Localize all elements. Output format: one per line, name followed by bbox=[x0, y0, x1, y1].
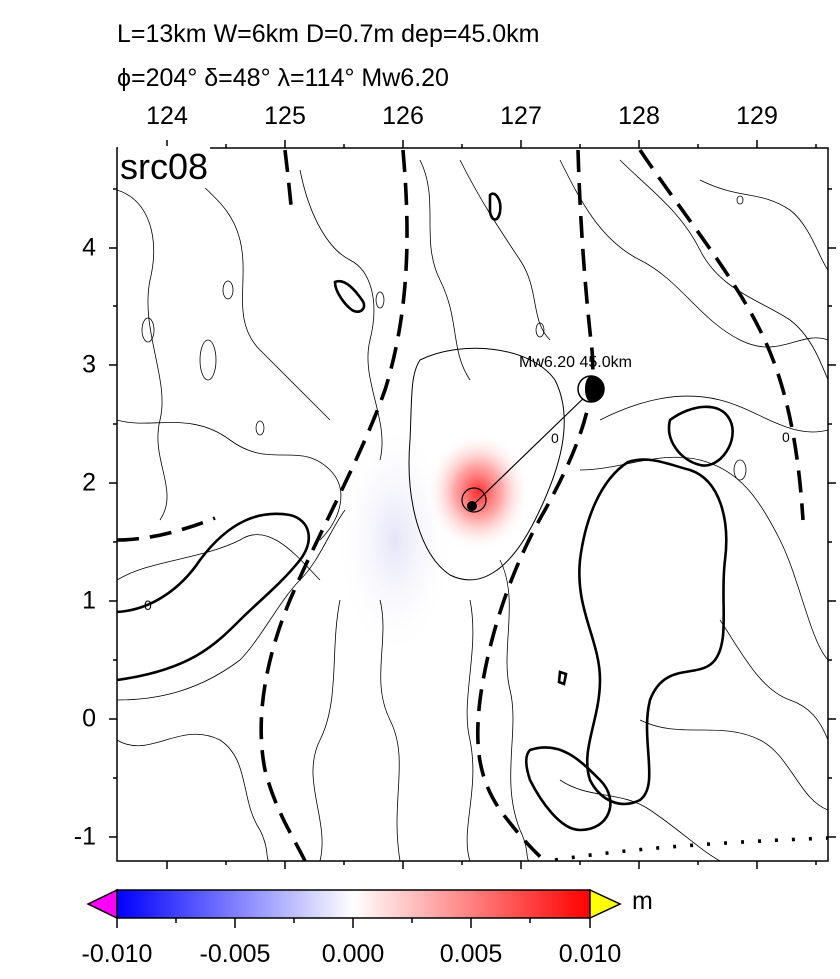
contour-line bbox=[579, 456, 828, 661]
bottom-axis-ticks bbox=[166, 861, 817, 869]
zero-contour-label: 0 bbox=[144, 597, 152, 613]
focal-mechanism-line: ϕ=204° δ=48° λ=114° Mw6.20 bbox=[117, 64, 449, 92]
thick-contour-line bbox=[488, 192, 502, 221]
contour-line bbox=[736, 195, 744, 205]
x-tick-label-128: 128 bbox=[618, 102, 660, 130]
contour-line bbox=[459, 159, 551, 341]
contour-line bbox=[117, 419, 342, 541]
colorbar-tick-label: 0.005 bbox=[439, 940, 503, 968]
dashed-boundary-line bbox=[283, 149, 294, 216]
map-frame bbox=[116, 147, 829, 862]
colorbar-tick-label: -0.010 bbox=[81, 940, 153, 968]
contour-line bbox=[699, 179, 828, 271]
source-label: src08 bbox=[118, 146, 211, 188]
thick-contour-line bbox=[524, 746, 612, 832]
contour-line bbox=[535, 322, 545, 338]
x-tick-label-129: 129 bbox=[736, 102, 778, 130]
slip-centroid-circle bbox=[461, 487, 487, 513]
colorbar bbox=[86, 888, 622, 928]
thick-contour-line bbox=[117, 512, 310, 682]
contour-line bbox=[733, 459, 747, 481]
contour-line bbox=[179, 159, 331, 421]
dashed-boundary-line bbox=[259, 149, 409, 861]
fault-trace-line bbox=[471, 389, 593, 507]
contour-line bbox=[117, 534, 321, 581]
contour-line bbox=[255, 420, 265, 436]
zero-contour bbox=[408, 347, 565, 581]
thick-contour-line bbox=[333, 279, 366, 313]
x-tick-label-127: 127 bbox=[500, 102, 542, 130]
right-axis-ticks bbox=[828, 188, 836, 838]
contour-line bbox=[299, 169, 383, 461]
beachball-mechanism bbox=[585, 377, 597, 401]
thick-contour-line bbox=[667, 405, 734, 467]
contour-line bbox=[222, 280, 234, 300]
left-axis-ticks bbox=[109, 188, 117, 838]
contour-line bbox=[379, 599, 401, 861]
map-layer: Mw6.20 45.0km 0 0 0 bbox=[117, 149, 828, 861]
colorbar-tick-label: 0.000 bbox=[321, 940, 385, 968]
zero-contour-label: 0 bbox=[551, 430, 559, 446]
y-tick-label-minus1: -1 bbox=[73, 822, 96, 851]
fault-parameters-line: L=13km W=6km D=0.7m dep=45.0km bbox=[117, 20, 540, 48]
x-tick-label-126: 126 bbox=[382, 102, 424, 130]
subsidence-area bbox=[335, 420, 455, 660]
y-tick-label-2: 2 bbox=[82, 468, 96, 497]
thick-contours bbox=[117, 192, 734, 832]
colorbar-ticks bbox=[116, 918, 591, 928]
contour-line bbox=[619, 159, 828, 381]
contour-line bbox=[466, 599, 474, 861]
y-tick-label-0: 0 bbox=[82, 704, 96, 733]
top-axis-ticks bbox=[166, 140, 817, 148]
contour-line bbox=[419, 159, 471, 381]
y-tick-label-1: 1 bbox=[82, 586, 96, 615]
contour-line bbox=[499, 559, 531, 861]
colorbar-gradient bbox=[116, 889, 591, 919]
dashed-boundary-line bbox=[476, 149, 595, 861]
x-tick-label-125: 125 bbox=[264, 102, 306, 130]
contour-line bbox=[639, 719, 828, 811]
thick-contour-line bbox=[578, 458, 728, 806]
contour-line bbox=[559, 779, 721, 861]
contour-line bbox=[312, 599, 341, 861]
colorbar-tick-label: 0.010 bbox=[558, 940, 622, 968]
y-tick-label-3: 3 bbox=[82, 350, 96, 379]
contour-line bbox=[599, 395, 828, 433]
thick-contour-line bbox=[557, 670, 568, 686]
x-tick-label-124: 124 bbox=[146, 102, 188, 130]
dashed-boundary-line bbox=[638, 149, 805, 521]
epicenter-label: Mw6.20 45.0km bbox=[519, 354, 632, 371]
colorbar-unit-label: m bbox=[632, 887, 653, 915]
slip-centroid-dot bbox=[467, 501, 477, 511]
contour-line bbox=[117, 733, 271, 861]
contour-line bbox=[199, 339, 217, 381]
zero-contour-label: 0 bbox=[782, 429, 790, 445]
uplift-area bbox=[426, 432, 530, 552]
dashed-boundary-line bbox=[117, 516, 216, 542]
colorbar-over-arrow bbox=[589, 888, 622, 920]
contour-line bbox=[559, 159, 828, 348]
y-tick-label-4: 4 bbox=[82, 233, 96, 262]
contour-line bbox=[141, 317, 155, 343]
colorbar-under-arrow bbox=[86, 888, 118, 920]
thin-contours bbox=[117, 159, 828, 861]
contour-line bbox=[375, 291, 385, 309]
contour-line bbox=[719, 619, 828, 741]
contour-line bbox=[117, 189, 168, 521]
colorbar-tick-label: -0.005 bbox=[199, 940, 271, 968]
contour-line bbox=[117, 509, 346, 701]
dashed-boundaries bbox=[117, 149, 805, 861]
